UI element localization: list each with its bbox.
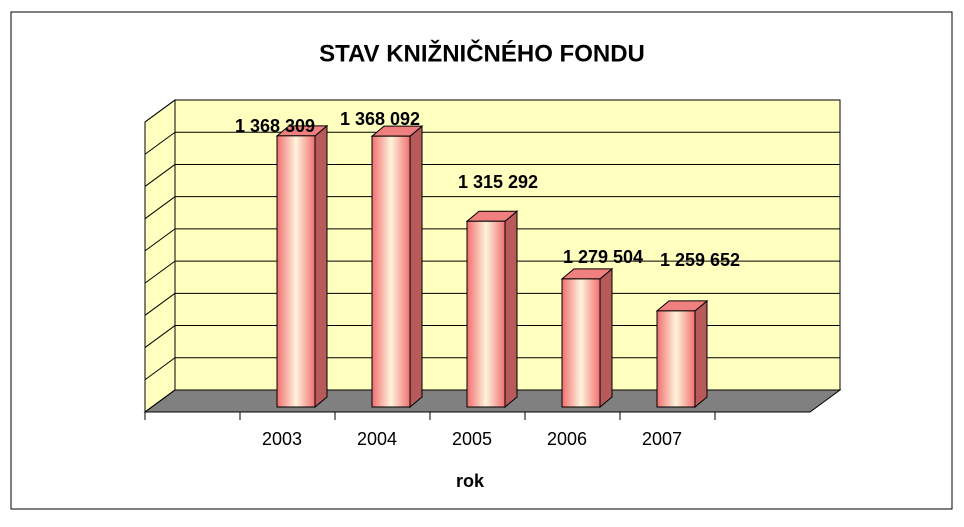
value-label: 1 368 092	[340, 109, 420, 129]
grid-line	[144, 325, 176, 348]
bar	[561, 278, 601, 408]
x-tick-label: 2005	[452, 429, 492, 449]
grid-line	[144, 260, 176, 284]
grid-line	[144, 228, 176, 252]
grid-line	[144, 357, 176, 381]
value-label: 1 279 504	[563, 247, 643, 267]
side-wall	[144, 99, 176, 413]
bar-side	[694, 299, 708, 409]
grid-line	[144, 389, 176, 413]
grid-line	[144, 196, 176, 220]
bar-side	[599, 267, 613, 409]
bar	[656, 310, 696, 408]
chart-title: STAV KNIŽNIČNÉHO FONDU	[319, 39, 645, 67]
value-label: 1 368 309	[235, 116, 315, 136]
grid-line	[144, 99, 176, 123]
value-label: 1 259 652	[660, 250, 740, 270]
x-axis-label: rok	[456, 471, 485, 491]
grid-line	[144, 131, 176, 155]
grid-line	[144, 292, 176, 316]
x-tick-label: 2006	[547, 429, 587, 449]
bar-side	[409, 125, 423, 409]
x-tick-label: 2004	[357, 429, 397, 449]
value-label: 1 315 292	[458, 172, 538, 192]
bar	[371, 135, 411, 408]
bar	[466, 220, 506, 408]
x-tick-label: 2003	[262, 429, 302, 449]
bar-side	[314, 124, 328, 409]
grid-line	[144, 164, 176, 187]
bar-side	[504, 210, 518, 409]
x-tick-label: 2007	[642, 429, 682, 449]
bar	[276, 135, 316, 408]
